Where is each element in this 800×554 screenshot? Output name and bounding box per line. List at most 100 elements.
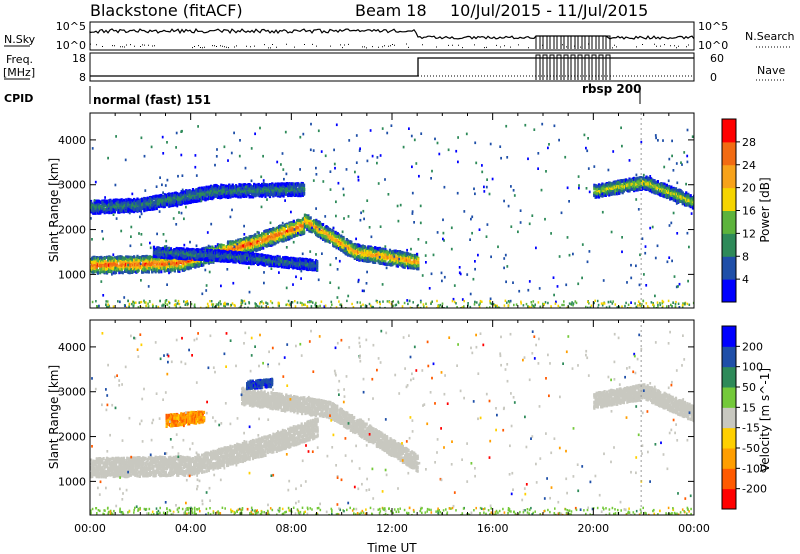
nsky-label: N.Sky [4, 33, 36, 46]
range-gate-cell [265, 186, 268, 190]
range-gate-cell [259, 244, 263, 248]
range-gate-cell [282, 182, 285, 186]
range-gate-cell [116, 263, 119, 267]
range-gate-cell [129, 260, 132, 264]
range-gate-cell [119, 259, 122, 263]
range-gate-cell [272, 230, 275, 234]
range-gate-cell [195, 189, 198, 193]
range-gate-cell [178, 261, 181, 265]
range-gate-cell [399, 250, 402, 254]
range-gate-cell [220, 195, 223, 199]
range-gate-cell [206, 190, 209, 194]
range-gate-cell [111, 209, 114, 213]
range-gate-cell [134, 204, 137, 208]
nsky-tick-low: 10^0 [56, 39, 86, 52]
range-gate-cell [108, 263, 111, 267]
range-gate-cell [142, 270, 145, 274]
range-gate-cell [240, 246, 243, 250]
range-gate-cell [133, 201, 136, 205]
range-gate-cell [139, 265, 142, 269]
range-gate-cell [282, 225, 285, 229]
range-gate-cell [129, 208, 132, 212]
range-gate-cell [165, 264, 169, 268]
range-gate-cell [181, 260, 184, 264]
range-gate-cell [307, 214, 310, 218]
range-gate-cell [279, 232, 282, 236]
range-gate-cell [194, 195, 197, 199]
range-gate-cell [172, 198, 175, 202]
range-gate-cell [228, 246, 231, 250]
range-gate-cell [412, 266, 415, 270]
range-gate-cell [237, 192, 240, 196]
range-gate-cell [174, 266, 178, 270]
range-gate-cell [189, 265, 192, 269]
range-gate-cell [328, 233, 331, 237]
range-gate-cell [279, 185, 282, 189]
range-gate-cell [129, 198, 132, 202]
range-gate-cell [177, 263, 180, 267]
range-gate-cell [134, 263, 137, 267]
range-gate-cell [350, 247, 353, 251]
range-gate-cell [245, 238, 248, 242]
range-gate-cell [97, 262, 101, 266]
range-gate-cell [157, 266, 161, 270]
range-gate-cell [205, 193, 208, 197]
range-gate-cell [251, 238, 255, 242]
range-gate-cell [100, 207, 103, 211]
range-gate-cell [306, 222, 309, 226]
range-gate-cell [155, 194, 158, 198]
rbsp-camping-pulse [549, 35, 555, 49]
range-gate-cell [238, 192, 241, 197]
range-gate-cell [164, 268, 167, 272]
range-gate-cell [104, 203, 107, 207]
range-gate-cell [308, 222, 311, 226]
range-gate-cell [94, 260, 97, 264]
range-gate-cell [410, 255, 413, 259]
range-gate-cell [255, 238, 258, 242]
range-gate-cell [332, 231, 335, 235]
range-gate-cell [227, 195, 230, 199]
range-gate-cell [112, 266, 115, 270]
range-gate-cell [143, 205, 146, 209]
range-gate-cell [265, 236, 268, 240]
range-gate-cell [121, 262, 124, 266]
range-gate-cell [361, 255, 364, 260]
range-gate-cell [146, 259, 149, 263]
range-gate-cell [150, 200, 153, 204]
range-gate-cell [94, 206, 97, 210]
range-gate-cell [151, 261, 154, 266]
range-gate-cell [216, 194, 219, 198]
range-gate-cell [405, 253, 408, 258]
range-gate-cell [258, 243, 261, 247]
range-gate-cell [289, 189, 292, 193]
range-gate-cell [151, 265, 154, 269]
range-gate-cell [360, 247, 363, 251]
range-gate-cell [108, 267, 111, 272]
range-gate-cell [210, 186, 213, 191]
range-gate-cell [134, 259, 137, 263]
range-gate-cell [157, 268, 161, 272]
range-gate-cell [194, 191, 197, 196]
range-gate-cell [151, 200, 154, 204]
range-gate-cell [134, 269, 137, 273]
range-gate-cell [232, 240, 235, 244]
range-gate-cell [129, 270, 132, 274]
range-gate-cell [121, 271, 124, 275]
range-gate-cell [255, 190, 258, 194]
range-gate-cell [240, 186, 243, 191]
range-gate-cell [184, 266, 187, 270]
range-gate-cell [213, 193, 216, 197]
rbsp-camping-pulse [535, 35, 541, 49]
range-gate-cell [223, 193, 226, 197]
range-gate-cell [139, 198, 142, 202]
range-gate-cell [168, 202, 171, 206]
range-gate-cell [172, 259, 175, 263]
range-gate-cell [155, 204, 158, 208]
range-gate-cell [314, 231, 317, 235]
range-gate-cell [161, 258, 164, 262]
range-gate-cell [114, 270, 118, 275]
range-gate-cell [136, 197, 139, 201]
range-gate-cell [335, 231, 338, 235]
range-gate-cell [416, 264, 419, 268]
